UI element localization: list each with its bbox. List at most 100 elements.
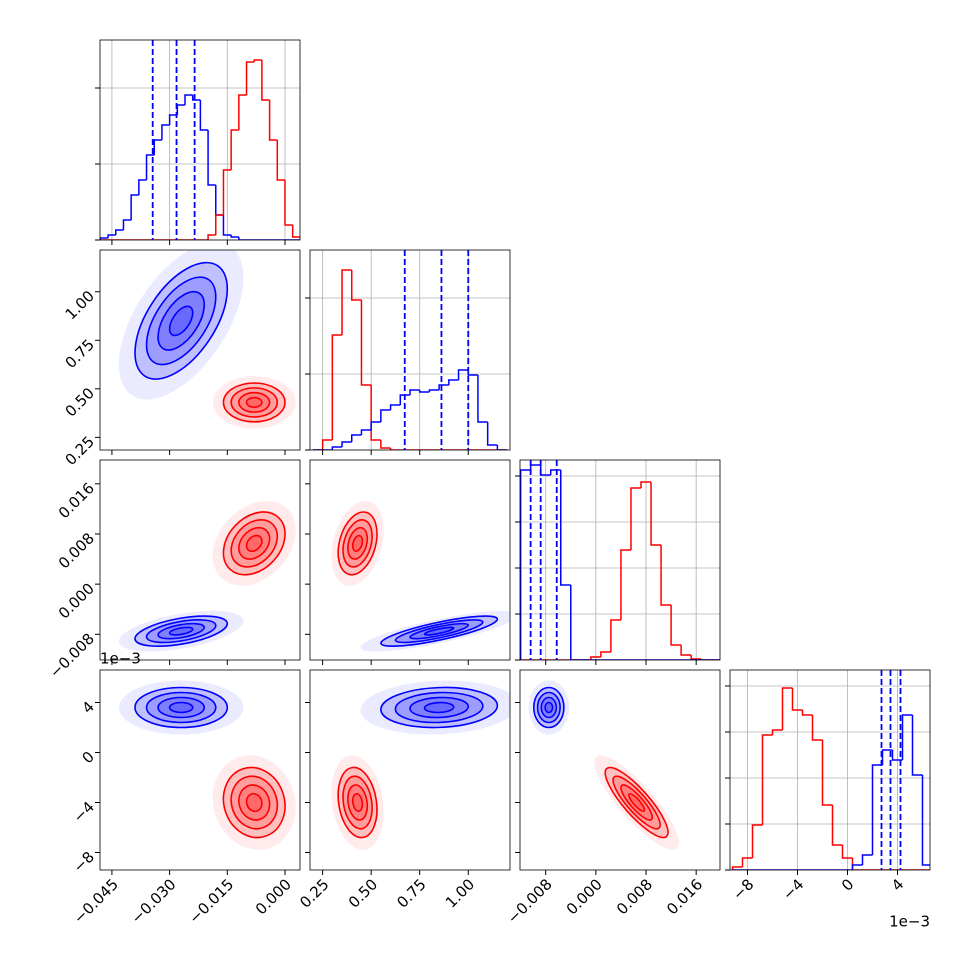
contour [222, 382, 286, 423]
histogram-bin [215, 185, 224, 216]
histogram-bin [791, 688, 803, 711]
histogram-bin [360, 429, 372, 435]
histogram-bin [741, 857, 753, 867]
x-tick-label: 0.008 [613, 875, 656, 918]
histogram-bin [341, 441, 352, 447]
contour [337, 511, 378, 576]
x-tick-label: 1.00 [442, 875, 478, 911]
histogram-bin [389, 448, 401, 450]
histogram-bin [138, 179, 147, 195]
y-tick-label: 0.000 [55, 579, 98, 622]
contour [351, 534, 364, 553]
scatter-cloud [594, 755, 679, 850]
histogram-bin [284, 180, 293, 226]
x-tick-label: −0.045 [70, 875, 122, 927]
histogram-bin [771, 729, 783, 735]
histogram-bin [122, 219, 132, 230]
contour [157, 622, 206, 640]
histogram-bin [448, 379, 459, 385]
panel-frame [309, 459, 511, 661]
histogram-bin [811, 715, 823, 741]
histogram-bin [630, 487, 642, 550]
contour [168, 626, 194, 636]
histogram-bin [457, 369, 469, 380]
y-tick-label: −8 [70, 848, 98, 876]
panel-frame [519, 459, 721, 661]
histogram-bin [399, 394, 410, 405]
histogram-bin [467, 370, 478, 376]
offset-label: 1e−3 [889, 913, 930, 931]
panel-frame [99, 669, 301, 871]
histogram-bin [176, 104, 185, 115]
histogram-bin [331, 446, 343, 450]
contour [157, 696, 206, 719]
histogram-bin [380, 409, 391, 422]
histogram-bin [238, 237, 247, 240]
panel [95, 39, 301, 245]
panel-frame [309, 669, 511, 871]
histogram-bin [222, 169, 232, 215]
panel-frame [99, 459, 301, 661]
histogram-bin [370, 421, 381, 430]
y-tick-label: 1.00 [62, 287, 98, 323]
contour [145, 619, 217, 644]
histogram-bin [168, 114, 178, 125]
histogram-bin [291, 225, 300, 240]
histogram-bin [590, 656, 601, 660]
contour [394, 619, 484, 644]
histogram-bin [680, 645, 692, 656]
panel-body [528, 680, 679, 850]
panel-frame [729, 669, 931, 871]
histogram-bin [486, 422, 498, 446]
panel-body [118, 250, 296, 429]
histogram-bin [428, 389, 440, 392]
histogram-bin [640, 481, 652, 488]
histogram-bin [253, 59, 262, 62]
contour [245, 792, 263, 813]
contour [380, 615, 499, 648]
contour [168, 701, 194, 714]
panel: 0.25 0.50 0.75 1.00 [296, 669, 511, 912]
histogram-bin [570, 585, 581, 660]
histogram-bin [207, 130, 216, 186]
histogram-bin [851, 858, 863, 870]
histogram-bin [841, 845, 853, 859]
histogram-bin [331, 334, 343, 440]
histogram-bin [851, 864, 863, 870]
panel-body [730, 670, 930, 870]
histogram-bin [650, 482, 662, 546]
histogram-bin [184, 94, 193, 105]
y-tick-label: 0.016 [55, 479, 98, 522]
histogram-bin [268, 100, 278, 141]
x-tick-label: 4 [888, 875, 907, 894]
histogram-bin [276, 140, 285, 181]
histogram-bin [560, 470, 571, 586]
x-tick-label: −4 [779, 875, 807, 903]
contour [238, 391, 271, 413]
panel-body [331, 680, 510, 850]
y-tick-label: −0.008 [46, 630, 98, 682]
histogram-bin [245, 61, 255, 95]
histogram-bin [781, 687, 793, 730]
histogram-bin [130, 194, 139, 220]
histogram-bin [660, 545, 672, 606]
histogram-bin [191, 95, 201, 101]
y-tick-label: 4 [79, 698, 98, 717]
histogram-bin [261, 60, 270, 101]
panel [305, 249, 511, 455]
panel [305, 459, 511, 665]
histogram-bin [230, 235, 239, 238]
scatter-cloud [212, 376, 296, 429]
contour [222, 511, 286, 576]
panel-body [100, 40, 300, 240]
contour [337, 766, 378, 839]
histogram-bin [153, 139, 162, 155]
histogram-bin [350, 270, 362, 301]
y-tick-label: 0.75 [62, 336, 98, 372]
histogram-bin [751, 824, 763, 858]
panel-frame [519, 669, 721, 871]
scatter-cloud [212, 501, 296, 586]
contour [145, 276, 217, 366]
